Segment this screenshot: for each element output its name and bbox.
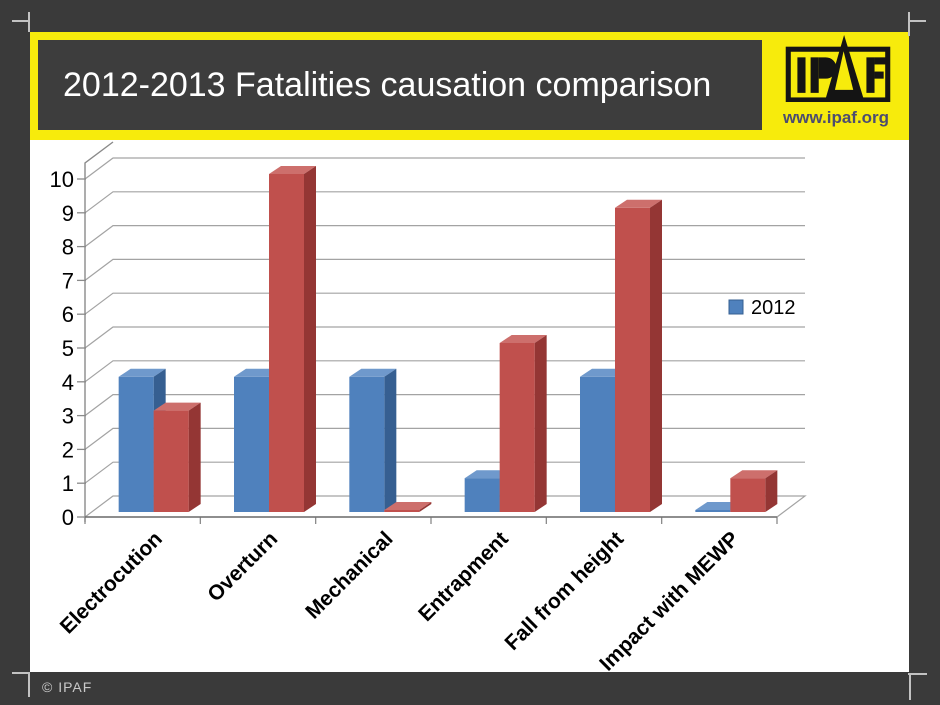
crop-mark-bottom-right-v [909,673,911,700]
crop-mark-top-left-v [28,12,30,32]
bar-2013-Entrapment [499,335,547,512]
title-box: 2012-2013 Fatalities causation compariso… [38,40,762,130]
y-tick-label: 8 [62,235,74,260]
y-tick-label: 9 [62,201,74,226]
crop-mark-bottom-right-h [908,673,927,675]
x-label-4: Fall from height [501,527,629,655]
legend-label-2012: 2012 [751,297,796,319]
y-tick-label: 7 [62,268,74,293]
y-tick-label: 5 [62,336,74,361]
crop-mark-bottom-left-h [12,672,30,674]
y-axis-line [84,141,114,522]
y-axis-labels: 0 1 2 3 4 5 6 7 8 9 10 [50,167,86,530]
x-axis-labels: Electrocution Overturn Mechanical Entrapmen… [56,527,744,672]
y-tick-label: 4 [62,370,74,395]
header-band: 2012-2013 Fatalities causation compariso… [30,32,909,140]
ipaf-logo-svg [785,35,891,103]
bar-2013-Fall from height [614,199,662,513]
x-label-1: Overturn [203,527,282,606]
chart-area: 0 1 2 3 4 5 6 7 8 9 10 Electrocution Overturn Mechani… [30,140,909,672]
bar-2013-Overturn [268,166,316,512]
bar-2013-Electrocution [153,402,201,512]
chart-legend: 2012 [728,297,796,319]
y-tick-label: 10 [50,167,74,192]
y-tick-label: 0 [62,505,74,530]
footer-bar: © IPAF [0,672,940,705]
crop-mark-top-left-h [12,20,30,22]
y-tick-label: 1 [62,471,74,496]
bar-2013-Impact with MEWP [730,470,778,512]
y-tick-label: 2 [62,437,74,462]
crop-mark-top-right-v [908,12,910,36]
footer-copyright: © IPAF [42,679,93,695]
gridlines [84,157,805,484]
y-tick-label: 6 [62,302,74,327]
page-title: 2012-2013 Fatalities causation compariso… [63,65,712,104]
x-label-0: Electrocution [56,527,167,638]
crop-mark-bottom-left-v [28,672,30,697]
y-tick-label: 3 [62,404,74,429]
bar-2012-Mechanical [349,368,397,512]
bar-2013-Mechanical [384,502,432,512]
ipaf-url-text: www.ipaf.org [782,108,890,127]
ipaf-logo-icon [784,34,892,103]
x-label-2: Mechanical [301,527,397,623]
x-label-3: Entrapment [414,527,513,626]
legend-swatch-2012 [728,299,744,315]
fatalities-bar-chart: 0 1 2 3 4 5 6 7 8 9 10 Electrocution Overturn Mechani… [50,141,807,672]
crop-mark-top-right-h [908,20,926,22]
x-axis-ticks [84,517,778,524]
bars [118,166,778,513]
